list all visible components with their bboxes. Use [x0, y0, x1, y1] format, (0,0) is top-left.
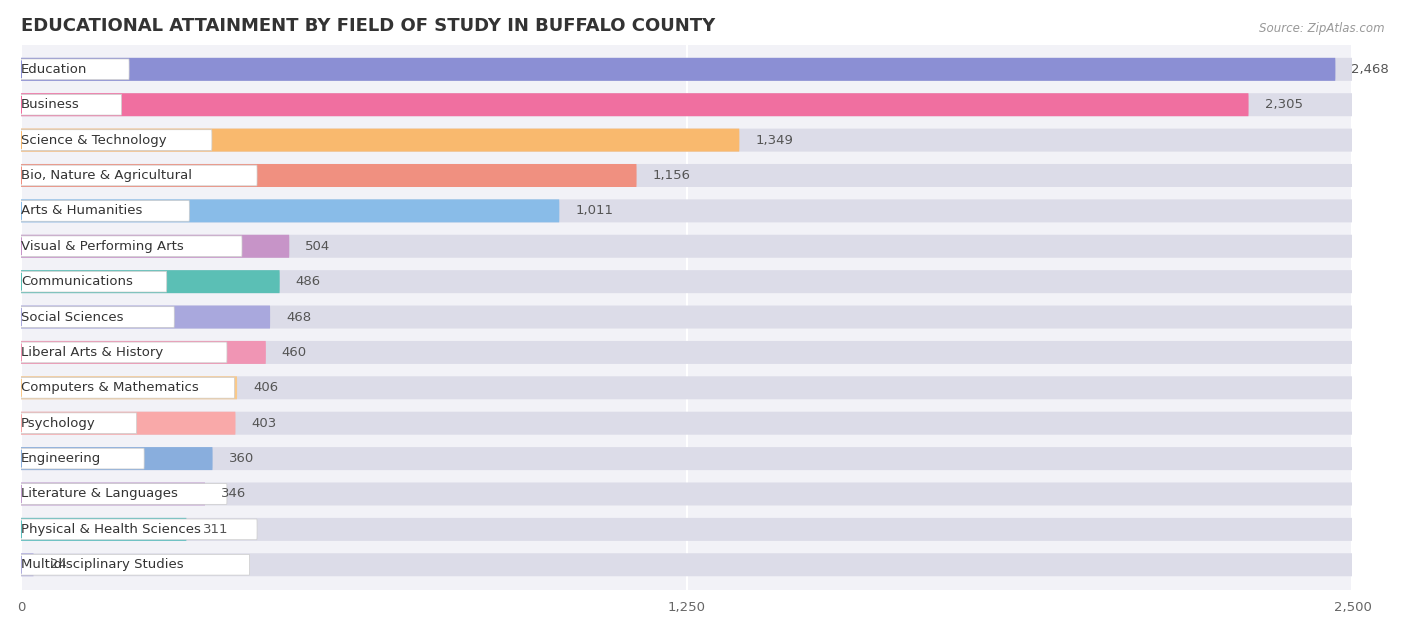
- FancyBboxPatch shape: [21, 553, 34, 576]
- FancyBboxPatch shape: [21, 235, 290, 258]
- FancyBboxPatch shape: [21, 95, 121, 115]
- FancyBboxPatch shape: [21, 199, 1353, 222]
- FancyBboxPatch shape: [21, 93, 1249, 116]
- FancyBboxPatch shape: [21, 229, 1353, 264]
- FancyBboxPatch shape: [21, 305, 270, 329]
- Text: 311: 311: [202, 523, 228, 536]
- FancyBboxPatch shape: [21, 376, 1353, 399]
- FancyBboxPatch shape: [21, 341, 266, 364]
- FancyBboxPatch shape: [21, 201, 190, 221]
- FancyBboxPatch shape: [21, 158, 1353, 193]
- Text: 360: 360: [229, 452, 254, 465]
- FancyBboxPatch shape: [21, 341, 1353, 364]
- Text: 406: 406: [253, 381, 278, 394]
- FancyBboxPatch shape: [21, 555, 249, 575]
- Text: Literature & Languages: Literature & Languages: [21, 488, 179, 500]
- Text: 460: 460: [281, 346, 307, 359]
- FancyBboxPatch shape: [21, 512, 1353, 547]
- FancyBboxPatch shape: [21, 264, 1353, 299]
- FancyBboxPatch shape: [21, 518, 1353, 541]
- FancyBboxPatch shape: [21, 87, 1353, 122]
- Text: 24: 24: [49, 558, 66, 571]
- Text: 1,349: 1,349: [755, 134, 793, 146]
- FancyBboxPatch shape: [21, 270, 1353, 293]
- FancyBboxPatch shape: [21, 130, 212, 150]
- Text: Physical & Health Sciences: Physical & Health Sciences: [21, 523, 201, 536]
- Text: Source: ZipAtlas.com: Source: ZipAtlas.com: [1260, 22, 1385, 35]
- FancyBboxPatch shape: [21, 164, 637, 187]
- FancyBboxPatch shape: [21, 547, 1353, 582]
- Text: Science & Technology: Science & Technology: [21, 134, 167, 146]
- FancyBboxPatch shape: [21, 129, 740, 151]
- Text: Psychology: Psychology: [21, 416, 96, 430]
- Text: 468: 468: [285, 310, 311, 324]
- Text: EDUCATIONAL ATTAINMENT BY FIELD OF STUDY IN BUFFALO COUNTY: EDUCATIONAL ATTAINMENT BY FIELD OF STUDY…: [21, 16, 716, 35]
- Text: Education: Education: [21, 63, 87, 76]
- Text: Liberal Arts & History: Liberal Arts & History: [21, 346, 163, 359]
- Text: Computers & Mathematics: Computers & Mathematics: [21, 381, 198, 394]
- FancyBboxPatch shape: [21, 93, 1353, 116]
- FancyBboxPatch shape: [21, 518, 187, 541]
- FancyBboxPatch shape: [21, 447, 212, 470]
- FancyBboxPatch shape: [21, 59, 129, 80]
- FancyBboxPatch shape: [21, 199, 560, 222]
- FancyBboxPatch shape: [21, 335, 1353, 370]
- FancyBboxPatch shape: [21, 300, 1353, 334]
- FancyBboxPatch shape: [21, 270, 280, 293]
- Text: Communications: Communications: [21, 275, 134, 288]
- FancyBboxPatch shape: [21, 413, 136, 433]
- FancyBboxPatch shape: [21, 377, 235, 398]
- FancyBboxPatch shape: [21, 193, 1353, 228]
- Text: Business: Business: [21, 98, 80, 111]
- Text: 486: 486: [295, 275, 321, 288]
- FancyBboxPatch shape: [21, 441, 1353, 476]
- FancyBboxPatch shape: [21, 165, 257, 186]
- FancyBboxPatch shape: [21, 58, 1353, 81]
- FancyBboxPatch shape: [21, 448, 145, 469]
- FancyBboxPatch shape: [21, 235, 1353, 258]
- Text: Social Sciences: Social Sciences: [21, 310, 124, 324]
- Text: 346: 346: [221, 488, 246, 500]
- Text: 1,156: 1,156: [652, 169, 690, 182]
- FancyBboxPatch shape: [21, 122, 1353, 158]
- FancyBboxPatch shape: [21, 483, 1353, 505]
- FancyBboxPatch shape: [21, 129, 1353, 151]
- FancyBboxPatch shape: [21, 476, 1353, 512]
- Text: Multidisciplinary Studies: Multidisciplinary Studies: [21, 558, 184, 571]
- FancyBboxPatch shape: [21, 411, 1353, 435]
- Text: Engineering: Engineering: [21, 452, 101, 465]
- Text: Bio, Nature & Agricultural: Bio, Nature & Agricultural: [21, 169, 193, 182]
- Text: Visual & Performing Arts: Visual & Performing Arts: [21, 240, 184, 253]
- FancyBboxPatch shape: [21, 411, 236, 435]
- FancyBboxPatch shape: [21, 305, 1353, 329]
- FancyBboxPatch shape: [21, 483, 226, 504]
- FancyBboxPatch shape: [21, 342, 226, 363]
- Text: 2,468: 2,468: [1351, 63, 1389, 76]
- FancyBboxPatch shape: [21, 164, 1353, 187]
- FancyBboxPatch shape: [21, 236, 242, 257]
- FancyBboxPatch shape: [21, 271, 167, 292]
- FancyBboxPatch shape: [21, 370, 1353, 405]
- FancyBboxPatch shape: [21, 483, 205, 505]
- Text: 1,011: 1,011: [575, 204, 613, 217]
- Text: 403: 403: [252, 416, 277, 430]
- FancyBboxPatch shape: [21, 52, 1353, 87]
- FancyBboxPatch shape: [21, 376, 238, 399]
- Text: Arts & Humanities: Arts & Humanities: [21, 204, 142, 217]
- FancyBboxPatch shape: [21, 447, 1353, 470]
- Text: 2,305: 2,305: [1264, 98, 1302, 111]
- FancyBboxPatch shape: [21, 58, 1336, 81]
- Text: 504: 504: [305, 240, 330, 253]
- FancyBboxPatch shape: [21, 406, 1353, 440]
- FancyBboxPatch shape: [21, 519, 257, 540]
- FancyBboxPatch shape: [21, 553, 1353, 576]
- FancyBboxPatch shape: [21, 307, 174, 327]
